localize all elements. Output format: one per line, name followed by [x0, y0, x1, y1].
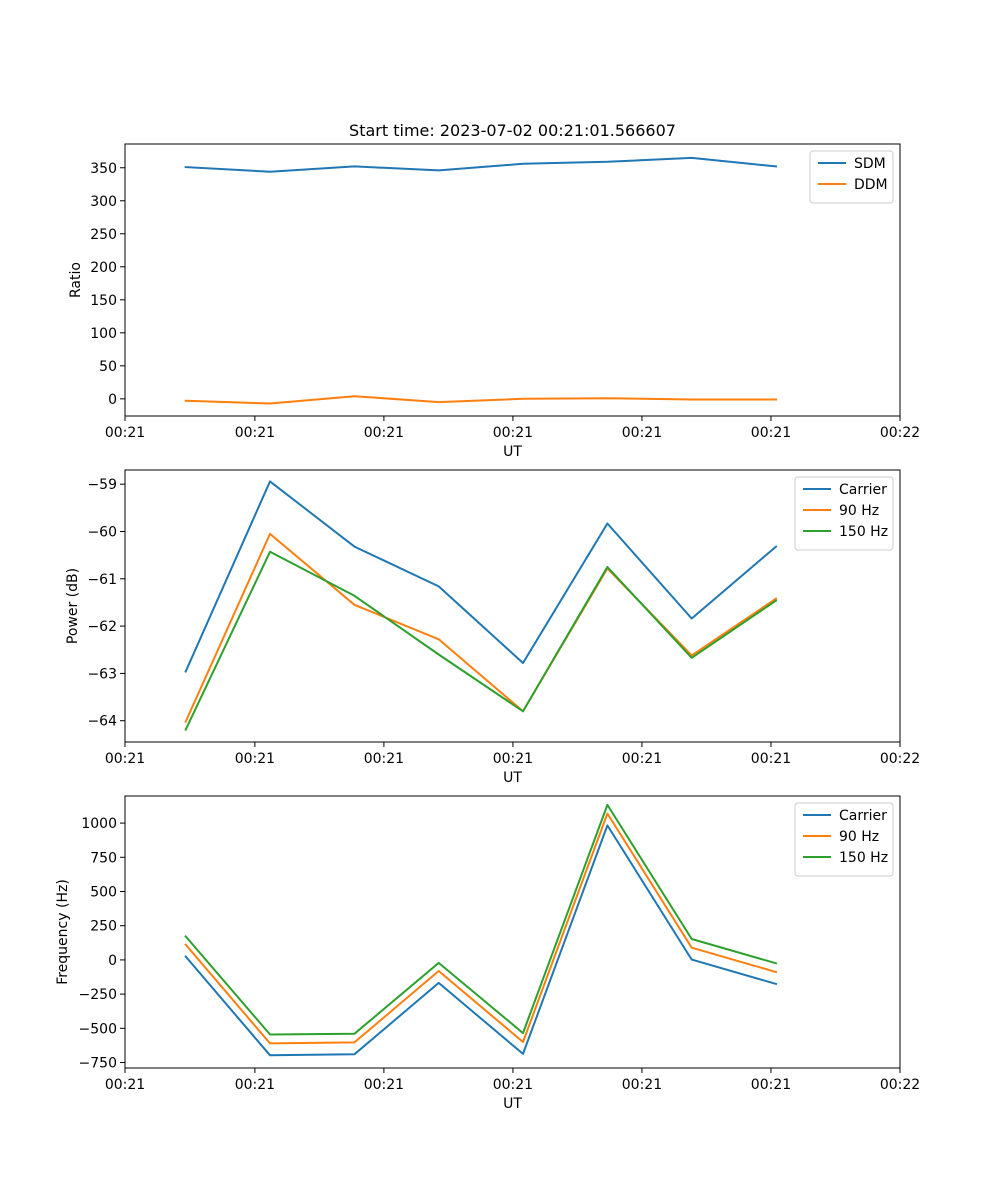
- y-tick-label: 100: [90, 326, 117, 342]
- subplot-power: 00:21 00:21 00:21 00:21 00:21 00:21 00:22 −64 −6…: [65, 469, 920, 786]
- y-tick-label: −63: [87, 666, 117, 682]
- legend-label: Carrier: [839, 808, 887, 824]
- legend-label: 90 Hz: [839, 829, 879, 845]
- x-tick-label: 00:21: [751, 425, 791, 441]
- series-line-90-hz: [184, 812, 778, 1045]
- series-line-carrier: [184, 480, 778, 673]
- series-line-150-hz: [184, 803, 778, 1036]
- legend: Carrier 90 Hz 150 Hz: [794, 476, 894, 551]
- x-axis-label: UT: [503, 444, 522, 460]
- x-tick-label: 00:21: [364, 425, 404, 441]
- y-tick-label: 300: [90, 194, 117, 210]
- y-axis-label: Frequency (Hz): [55, 879, 71, 985]
- x-tick-label: 00:21: [751, 1077, 791, 1093]
- y-tick-label: −59: [87, 477, 117, 493]
- x-tick-label: 00:21: [235, 751, 275, 767]
- y-tick-label: 0: [108, 392, 117, 408]
- subplot-ratio: 00:21 00:21 00:21 00:21 00:21 00:21 00:22 0 50 10…: [68, 121, 920, 460]
- series-line-carrier: [184, 824, 778, 1057]
- legend-label: 150 Hz: [839, 850, 888, 866]
- y-tick-label: 0: [108, 953, 117, 969]
- y-tick-label: −61: [87, 572, 117, 588]
- y-tick-label: 150: [90, 293, 117, 309]
- x-tick-label: 00:21: [105, 751, 145, 767]
- y-axis-label: Power (dB): [65, 568, 81, 644]
- y-axis-label: Ratio: [68, 262, 84, 298]
- subplot-frequency: 00:21 00:21 00:21 00:21 00:21 00:21 00:22 −750 −…: [55, 795, 920, 1112]
- x-tick-label: 00:21: [751, 751, 791, 767]
- x-tick-label: 00:21: [622, 1077, 662, 1093]
- y-tick-label: −500: [79, 1021, 117, 1037]
- y-tick-label: 50: [99, 359, 117, 375]
- y-tick-label: −62: [87, 619, 117, 635]
- x-tick-label: 00:21: [235, 425, 275, 441]
- x-tick-label: 00:21: [493, 425, 533, 441]
- x-tick-label: 00:21: [105, 425, 145, 441]
- series-line-90-hz: [184, 532, 778, 724]
- x-tick-label: 00:21: [364, 751, 404, 767]
- x-tick-label: 00:22: [880, 425, 920, 441]
- x-tick-label: 00:21: [105, 1077, 145, 1093]
- legend-label: DDM: [854, 177, 888, 193]
- x-axis-label: UT: [503, 1096, 522, 1112]
- x-tick-label: 00:22: [880, 751, 920, 767]
- y-tick-label: 750: [90, 850, 117, 866]
- y-tick-label: 250: [90, 919, 117, 935]
- y-tick-label: 350: [90, 161, 117, 177]
- y-tick-label: −750: [79, 1056, 117, 1072]
- y-tick-label: 1000: [81, 816, 117, 832]
- x-axis-label: UT: [503, 770, 522, 786]
- series-line-sdm: [184, 156, 778, 173]
- x-tick-label: 00:21: [364, 1077, 404, 1093]
- legend-label: Carrier: [839, 482, 887, 498]
- x-tick-label: 00:21: [622, 751, 662, 767]
- y-tick-label: −250: [79, 987, 117, 1003]
- y-tick-label: 500: [90, 885, 117, 901]
- y-tick-label: 200: [90, 260, 117, 276]
- x-tick-label: 00:21: [235, 1077, 275, 1093]
- x-tick-label: 00:21: [622, 425, 662, 441]
- legend-label: 90 Hz: [839, 503, 879, 519]
- x-tick-label: 00:21: [493, 751, 533, 767]
- x-tick-label: 00:21: [493, 1077, 533, 1093]
- y-tick-label: −60: [87, 524, 117, 540]
- x-tick-label: 00:22: [880, 1077, 920, 1093]
- chart-title: Start time: 2023-07-02 00:21:01.566607: [349, 121, 676, 140]
- legend: SDM DDM: [809, 150, 894, 204]
- series-line-ddm: [184, 395, 777, 405]
- series-line-150-hz: [184, 550, 778, 732]
- legend: Carrier 90 Hz 150 Hz: [794, 802, 894, 877]
- y-tick-label: −64: [87, 714, 117, 730]
- axes-frame: [124, 795, 901, 1069]
- y-tick-label: 250: [90, 227, 117, 243]
- legend-label: 150 Hz: [839, 524, 888, 540]
- legend-label: SDM: [854, 156, 886, 172]
- axes-frame: [124, 143, 901, 417]
